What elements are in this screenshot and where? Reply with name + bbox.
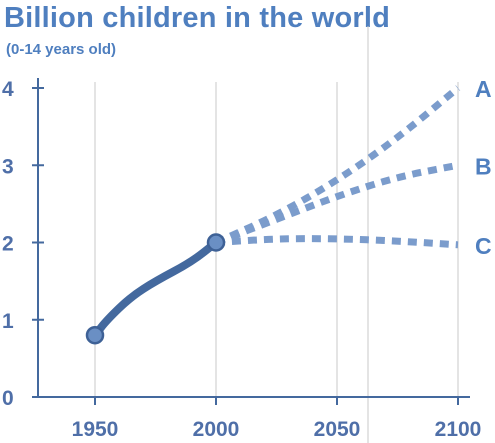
- series-line-C: [215, 235, 459, 249]
- scenario-label-C: C: [475, 233, 492, 259]
- series-line-B: [214, 161, 459, 246]
- x-tick-label-2050: 2050: [314, 418, 361, 441]
- x-tick-label-1950: 1950: [72, 418, 119, 441]
- data-point-2000: [206, 233, 226, 252]
- series-line-historical: [91, 238, 220, 340]
- y-tick-label-4: 4: [2, 78, 14, 101]
- y-tick-label-1: 1: [2, 310, 14, 333]
- y-tick-label-3: 3: [2, 155, 14, 178]
- chart-title: Billion children in the world: [4, 2, 391, 34]
- y-tick-label-2: 2: [2, 233, 14, 256]
- y-tick-label-0: 0: [2, 387, 14, 410]
- scenario-label-B: B: [475, 153, 492, 179]
- data-point-1950: [85, 325, 105, 345]
- x-tick-label-2100: 2100: [435, 418, 482, 441]
- scenario-label-A: A: [475, 76, 492, 102]
- x-tick-label-2000: 2000: [193, 418, 240, 441]
- chart-subtitle: (0-14 years old): [6, 41, 117, 58]
